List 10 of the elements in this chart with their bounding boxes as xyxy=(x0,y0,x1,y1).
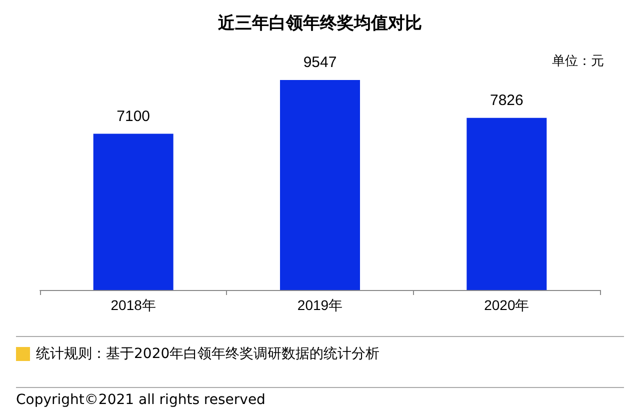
data-label: 7826 xyxy=(490,92,524,109)
x-tick-label: 2018年 xyxy=(110,297,156,313)
y-axis-title: 单位：元 xyxy=(552,53,604,68)
data-label: 9547 xyxy=(303,54,337,71)
text: Copyright©2021 all rights reserved xyxy=(16,387,624,408)
x-tick-label: 2020年 xyxy=(484,297,530,313)
text: 统计规则：基于2020年白领年终奖调研数据的统计分析 xyxy=(36,345,380,363)
data-label: 7100 xyxy=(116,108,150,125)
x-tick-label: 2019年 xyxy=(297,297,343,313)
chart-title: 近三年白领年终奖均值对比 xyxy=(217,14,422,34)
